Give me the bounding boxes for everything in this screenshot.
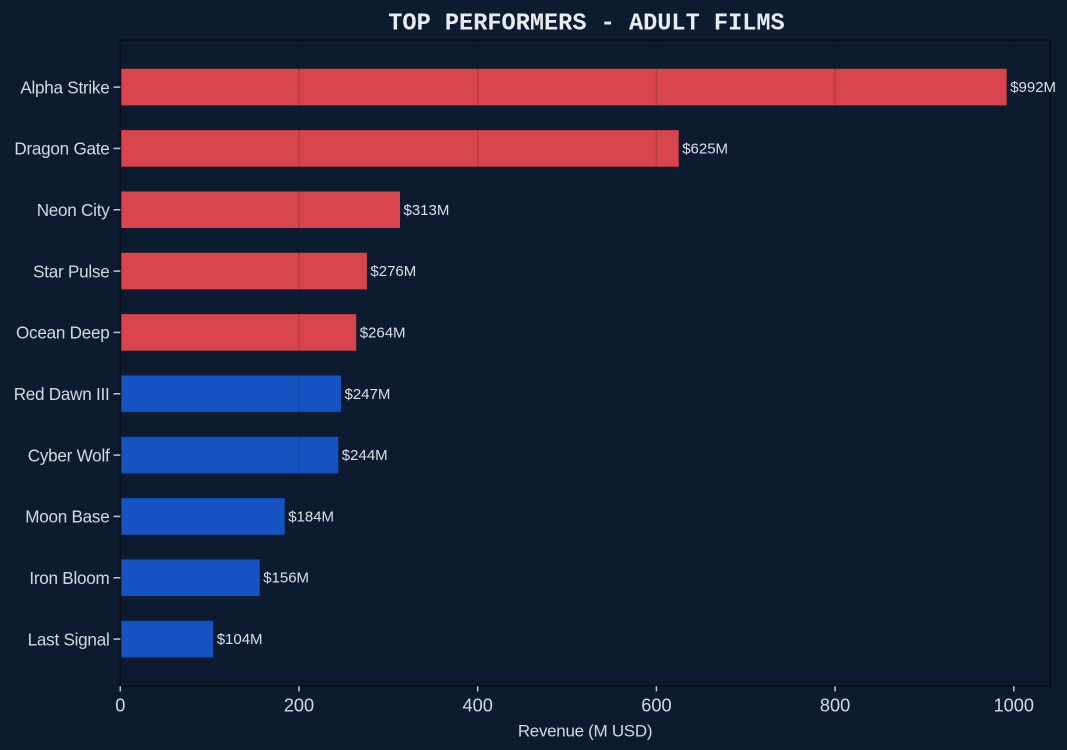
svg-text:TOP PERFORMERS - ADULT FILMS: TOP PERFORMERS - ADULT FILMS [388,11,784,38]
svg-text:Ocean Deep: Ocean Deep [16,324,109,343]
svg-text:$276M: $276M [370,263,416,280]
svg-text:$625M: $625M [682,140,728,157]
svg-text:$244M: $244M [342,447,388,464]
svg-text:Alpha Strike: Alpha Strike [20,78,109,97]
svg-text:Star Pulse: Star Pulse [33,262,109,281]
svg-text:400: 400 [463,696,493,716]
svg-text:Cyber Wolf: Cyber Wolf [28,446,110,465]
svg-text:Neon City: Neon City [37,201,111,220]
svg-text:$313M: $313M [404,202,450,219]
svg-text:Last Signal: Last Signal [28,630,110,649]
svg-text:$184M: $184M [288,508,334,525]
svg-text:$247M: $247M [345,386,391,403]
svg-text:$104M: $104M [217,631,263,648]
svg-text:1000: 1000 [994,696,1034,716]
svg-text:0: 0 [115,696,125,716]
svg-text:600: 600 [641,696,671,716]
svg-text:Iron Bloom: Iron Bloom [29,569,109,588]
svg-text:800: 800 [820,696,850,716]
svg-text:$264M: $264M [360,324,406,341]
svg-text:$156M: $156M [263,570,309,587]
svg-text:$992M: $992M [1010,79,1056,96]
svg-text:Moon Base: Moon Base [25,508,109,527]
svg-text:Red Dawn III: Red Dawn III [14,385,110,404]
svg-text:200: 200 [284,696,314,716]
svg-text:Revenue (M USD): Revenue (M USD) [518,722,652,741]
svg-text:Dragon Gate: Dragon Gate [14,140,109,159]
